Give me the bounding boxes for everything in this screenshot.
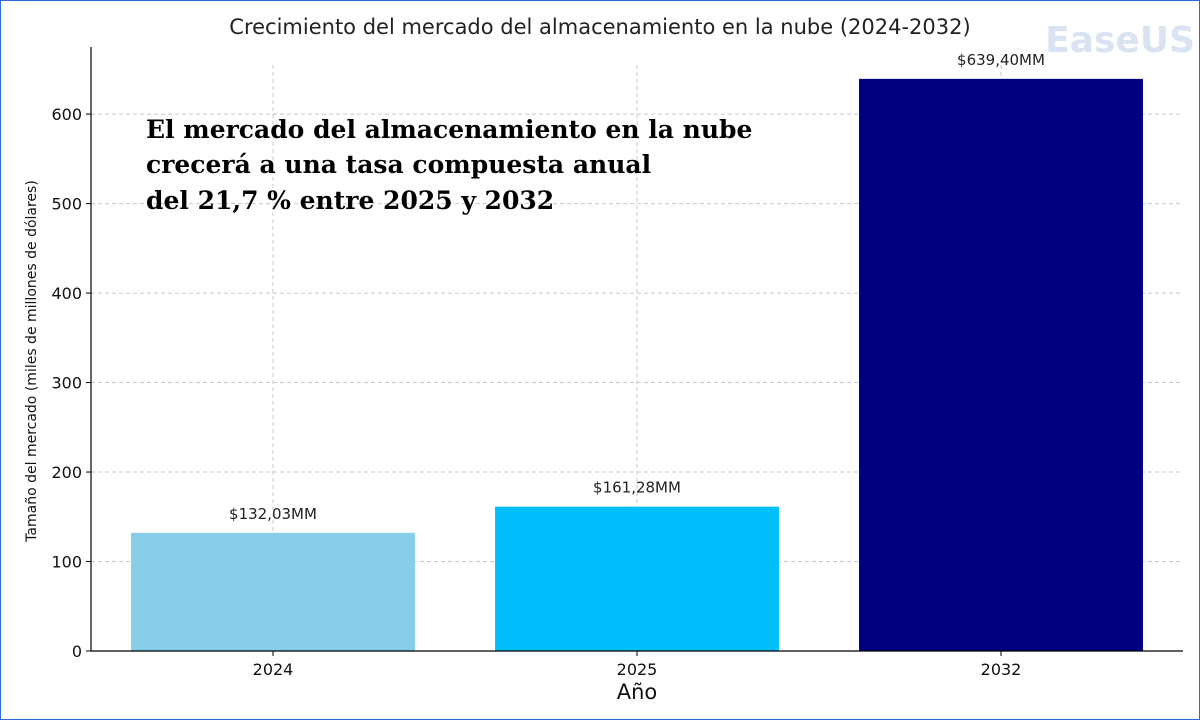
easeus-watermark-logo: EaseUS	[1045, 20, 1195, 61]
y-tick-label-300: 300	[51, 374, 82, 393]
data-label-2025: $161,28MM	[593, 479, 681, 497]
bars	[131, 78, 1143, 651]
bar-2032	[859, 78, 1143, 651]
y-tick-labels: 0 100 200 300 400 500 600	[51, 105, 91, 661]
y-tick-label-0: 0	[72, 642, 82, 661]
x-axis-label: Año	[617, 680, 658, 704]
y-tick-label-400: 400	[51, 284, 82, 303]
chart-title: Crecimiento del mercado del almacenamien…	[229, 15, 970, 39]
y-tick-label-200: 200	[51, 463, 82, 482]
y-axis-label: Tamaño del mercado (miles de millones de…	[24, 180, 40, 543]
y-tick-label-600: 600	[51, 105, 82, 124]
y-tick-label-100: 100	[51, 553, 82, 572]
x-tick-label-2025: 2025	[617, 660, 658, 679]
y-tick-label-500: 500	[51, 195, 82, 214]
bar-2025	[495, 506, 779, 651]
x-tick-labels: 2024 2025 2032	[253, 651, 1022, 679]
annotation-callout: El mercado del almacenamiento en la nube…	[146, 115, 752, 215]
data-label-2032: $639,40MM	[957, 51, 1045, 69]
annotation-line-1: El mercado del almacenamiento en la nube	[146, 115, 752, 144]
x-tick-label-2032: 2032	[981, 660, 1022, 679]
data-labels: $132,03MM $161,28MM $639,40MM	[229, 51, 1045, 523]
annotation-line-2: crecerá a una tasa compuesta anual	[146, 150, 651, 179]
x-tick-label-2024: 2024	[253, 660, 294, 679]
annotation-line-3: del 21,7 % entre 2025 y 2032	[146, 186, 554, 215]
bar-2024	[131, 532, 415, 651]
data-label-2024: $132,03MM	[229, 505, 317, 523]
